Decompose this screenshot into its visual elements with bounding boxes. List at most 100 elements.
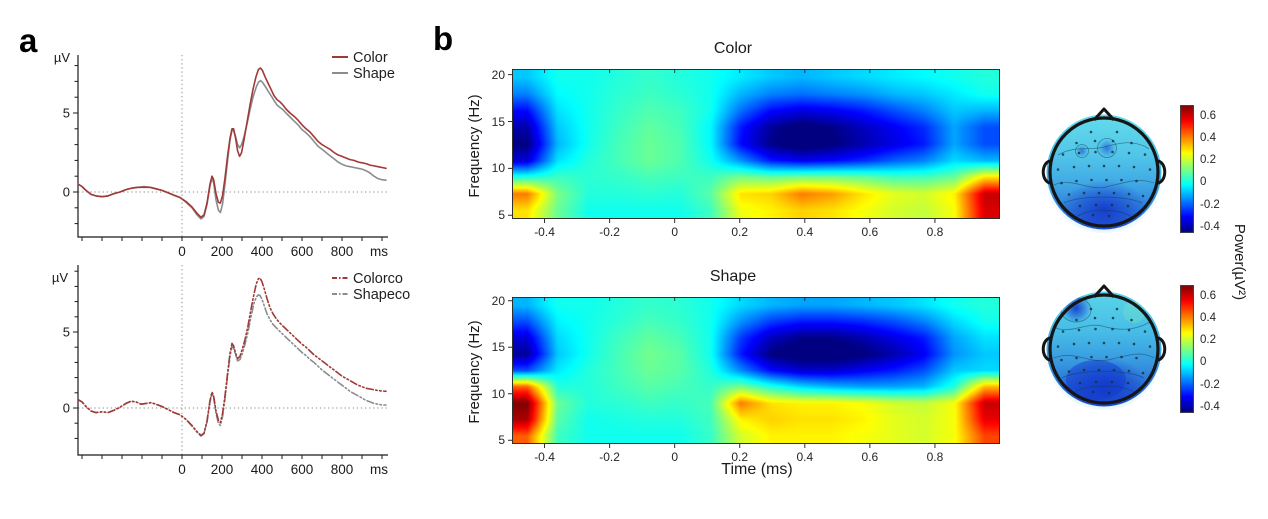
hm-y-tick-label-color: 5 [498,208,505,223]
time-frequency-heatmap-color [512,69,1000,219]
scalp-field [1046,291,1162,407]
heatmap-title-shape: Shape [709,268,757,285]
electrode-dot [1141,194,1145,198]
colorbar-tick-label: 0.6 [1200,289,1216,302]
y-axis-unit-label: µV [54,50,70,65]
electrode-dot [1110,380,1114,384]
electrode-dot [1056,345,1060,348]
electrode-dot [1077,151,1081,155]
contour-line [1073,385,1135,393]
electrode-dot [1117,164,1121,168]
y-tick-label: 0 [63,401,70,416]
power-axis-label: Power(µV²) [1231,223,1248,301]
electrode-dot [1060,358,1063,362]
electrode-dot [1072,342,1076,346]
electrode-dot [1111,327,1114,331]
electrode-dot [1078,204,1082,208]
electrode-dot [1091,390,1095,394]
hm-y-tick-label-color: 20 [491,67,505,82]
x-tick-label: 400 [251,462,274,477]
right-ear-outline [1156,159,1167,185]
hm-y-tick-label-shape: 20 [491,293,505,308]
x-tick-label: 800 [331,462,354,477]
x-tick-label: 200 [211,462,234,477]
electrode-dot [1120,178,1123,182]
hm-x-tick-label-color: 0.6 [861,225,879,239]
x-tick-label: 0 [178,462,186,477]
electrode-dot [1148,168,1152,171]
y-tick-label: 5 [63,325,70,340]
electrode-dot [1077,328,1081,332]
electrode-dot [1120,355,1123,359]
axis-lines [77,55,388,238]
electrode-dot [1082,368,1086,372]
hm-x-tick-label-shape: 0.4 [796,450,814,464]
hm-x-tick-label-shape: 0.8 [926,450,944,464]
colorbar-tick-label: 0.4 [1200,311,1216,324]
electrode-dot [1111,139,1115,143]
colorbar-tick-label: 0 [1200,356,1207,369]
contour-line [1057,142,1150,156]
electrode-dot [1141,371,1145,375]
electrode-dot [1111,316,1115,320]
hm-x-tick-label-shape: -0.4 [534,450,555,464]
hm-x-tick-label-shape: 0.6 [861,450,879,464]
electrode-dot [1089,130,1093,134]
hm-y-tick-label-color: 15 [491,114,505,129]
heatmap-title-color: Color [713,40,753,57]
colorbar-tick-label: 0 [1200,176,1207,189]
electrode-dot [1135,179,1138,183]
electrode-dot [1067,370,1071,373]
x-unit-label: ms [370,462,388,477]
topographic-map-color [1041,107,1167,233]
electrode-dot [1126,381,1130,385]
hm-x-tick-label-color: -0.4 [534,225,555,239]
electrode-dot [1097,191,1101,195]
y-tick-label: 5 [63,106,70,121]
left-ear-outline [1041,336,1052,362]
colorbar-tick-label: 0.4 [1200,131,1216,144]
electrode-dot [1127,369,1131,373]
colorbar-top [1180,105,1194,233]
contour-line [1053,180,1155,189]
electrode-dot [1102,164,1106,168]
electrode-dot [1067,193,1071,196]
hm-y-tick-label-shape: 10 [491,386,505,401]
hm-x-tick-label-shape: 0 [671,450,678,464]
electrode-dot [1075,179,1078,183]
hm-x-tick-label-color: 0.4 [796,225,814,239]
electrode-dot [1075,318,1078,322]
hm-y-tick-label-shape: 15 [491,340,505,355]
electrode-dot [1075,356,1078,360]
colorbar-tick-label: 0.2 [1200,154,1216,167]
colorbar-tick-label: 0.6 [1200,109,1216,122]
contour-line [1053,353,1155,362]
colorbar-tick-label: -0.2 [1200,198,1220,211]
electrode-dot [1094,327,1097,331]
electrode-dot [1075,141,1078,145]
electrode-dot [1107,391,1111,395]
electrode-dot [1135,356,1138,360]
head-outline [1048,293,1160,405]
time-frequency-heatmap-shape [512,297,1000,444]
y-axis-unit-label: µV [52,270,68,285]
hm-y-tick-label-color: 10 [491,161,505,176]
electrode-dot [1105,178,1108,182]
colorbar-tick-label: 0.2 [1200,334,1216,347]
hm-x-tick-label-color: 0.8 [926,225,944,239]
x-tick-label: 600 [291,462,314,477]
electrode-dot [1130,141,1133,145]
series-shape [77,79,387,220]
electrode-dot [1130,318,1133,322]
hm-x-tick-label-color: -0.2 [599,225,620,239]
frequency-axis-label-bottom: Frequency (Hz) [466,320,483,424]
nose-outline [1092,284,1116,299]
electrode-dot [1091,213,1095,217]
contour-line [1063,196,1143,204]
x-tick-label: 400 [251,244,274,259]
electrode-dot [1094,380,1098,384]
time-axis-label: Time (ms) [721,461,793,478]
legend-label-shapeco: Shapeco [353,287,410,303]
